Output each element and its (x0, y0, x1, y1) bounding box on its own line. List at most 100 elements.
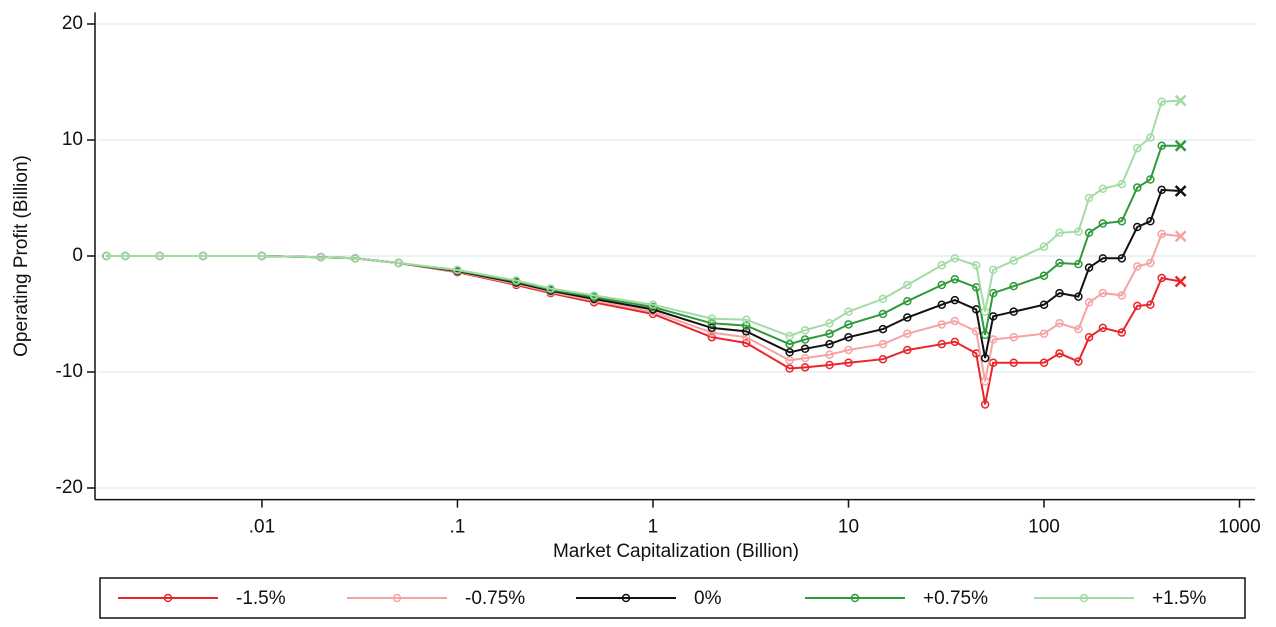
data-point (1146, 216, 1155, 226)
data-point (589, 291, 599, 300)
data-point (1039, 242, 1049, 251)
data-point (950, 254, 960, 263)
data-point (980, 330, 990, 340)
legend-marker (1079, 593, 1089, 603)
data-point (1074, 324, 1083, 334)
data-point (546, 284, 555, 293)
data-point (1055, 288, 1064, 298)
x-tick-label: 10 (838, 517, 859, 538)
data-point (844, 332, 853, 342)
data-point (825, 339, 834, 349)
y-tick-label: 20 (62, 13, 83, 34)
data-point (1157, 141, 1166, 151)
x-tick-label: 1000 (1218, 517, 1260, 538)
data-point (1098, 184, 1108, 193)
legend-label: +1.5% (1152, 588, 1207, 609)
data-point (785, 356, 794, 365)
data-point (980, 307, 990, 316)
data-point (742, 321, 751, 330)
series-line (106, 144, 1181, 346)
data-point (937, 261, 947, 270)
data-point (1117, 216, 1127, 226)
data-point (1009, 358, 1018, 367)
data-point (1074, 227, 1083, 236)
data-point (1055, 228, 1064, 238)
data-point (800, 335, 810, 344)
data-point (878, 339, 888, 349)
data-point (844, 358, 853, 367)
data-point (742, 338, 751, 348)
data-point (1039, 329, 1049, 338)
data-point (878, 324, 888, 334)
data-point (1074, 292, 1083, 301)
data-point (903, 345, 912, 355)
data-point (1098, 219, 1108, 228)
legend-marker (163, 593, 173, 603)
x-tick-label: 1 (648, 517, 659, 538)
data-point (825, 350, 834, 359)
series-line (106, 188, 1181, 359)
data-point (950, 274, 960, 284)
end-marker (1174, 185, 1187, 197)
data-point (1146, 175, 1155, 184)
data-point (937, 320, 947, 329)
data-point (1009, 332, 1018, 342)
data-point (1117, 291, 1127, 300)
data-point (1055, 349, 1064, 358)
y-tick-label: 10 (62, 129, 83, 150)
data-point (707, 314, 717, 323)
data-point (988, 358, 998, 367)
x-tick-label: .1 (450, 517, 466, 538)
data-point (1133, 262, 1142, 271)
data-point (1146, 258, 1155, 268)
data-point (648, 300, 658, 309)
end-marker (1174, 139, 1187, 152)
data-point (988, 288, 998, 298)
data-point (1039, 358, 1049, 367)
series-line (106, 99, 1181, 338)
data-point (316, 252, 326, 262)
data-point (1084, 332, 1094, 342)
x-tick-label: .01 (249, 517, 275, 538)
data-point (1098, 254, 1108, 263)
legend-label: +0.75% (923, 588, 988, 609)
data-point (1009, 256, 1018, 265)
data-point (903, 280, 912, 290)
data-point (878, 294, 888, 304)
legend-label: 0% (694, 588, 722, 609)
data-point (1039, 300, 1049, 309)
data-point (1098, 288, 1108, 298)
data-point (800, 344, 810, 354)
data-point (950, 295, 960, 305)
data-point (1055, 258, 1064, 268)
y-tick-label: 0 (72, 245, 83, 266)
data-point (155, 251, 164, 261)
legend-box (99, 577, 1246, 619)
data-point (1098, 323, 1108, 333)
x-axis-title: Market Capitalization (Billion) (553, 541, 799, 562)
data-point (988, 265, 998, 275)
data-point (844, 320, 853, 329)
data-point (1074, 259, 1083, 269)
data-point (707, 323, 717, 333)
data-point (903, 313, 912, 322)
data-point (800, 353, 810, 363)
data-point (742, 315, 751, 325)
legend-marker (621, 593, 631, 603)
y-tick-label: -20 (56, 477, 83, 498)
data-point (825, 360, 834, 370)
data-point (1009, 281, 1018, 291)
data-point (950, 316, 960, 326)
data-point (1039, 271, 1049, 280)
data-point (980, 377, 990, 386)
data-point (980, 400, 990, 409)
x-tick-label: 100 (1028, 517, 1060, 538)
data-point (800, 325, 810, 335)
data-point (844, 345, 853, 355)
data-point (1117, 254, 1127, 263)
legend-label: -1.5% (236, 588, 286, 609)
data-point (742, 332, 751, 342)
data-point (1157, 97, 1166, 106)
data-point (1074, 357, 1083, 366)
data-point (102, 251, 111, 261)
